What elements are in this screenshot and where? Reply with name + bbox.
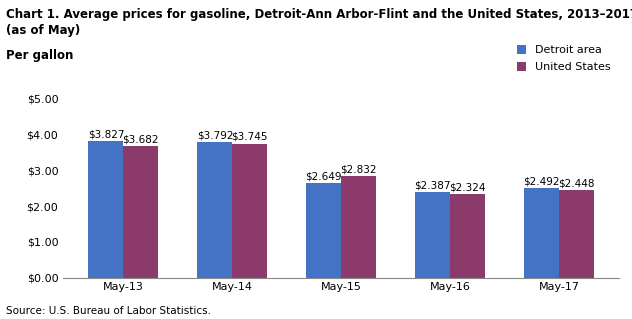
Text: Source: U.S. Bureau of Labor Statistics.: Source: U.S. Bureau of Labor Statistics. [6, 306, 211, 316]
Bar [341, 176, 376, 278]
Text: $3.792: $3.792 [197, 130, 233, 140]
Text: $2.324: $2.324 [449, 183, 486, 193]
Text: (as of May): (as of May) [6, 24, 80, 37]
Text: $2.448: $2.448 [559, 178, 595, 188]
Bar [233, 144, 267, 278]
Text: $3.745: $3.745 [231, 132, 268, 142]
Text: $2.492: $2.492 [523, 177, 560, 187]
Text: $2.649: $2.649 [306, 171, 342, 181]
Bar [197, 142, 233, 278]
Bar [525, 189, 559, 278]
Text: $3.827: $3.827 [88, 129, 124, 139]
Text: $2.387: $2.387 [415, 181, 451, 190]
Bar [88, 141, 123, 278]
Text: Chart 1. Average prices for gasoline, Detroit-Ann Arbor-Flint and the United Sta: Chart 1. Average prices for gasoline, De… [6, 8, 632, 21]
Legend: Detroit area, United States: Detroit area, United States [514, 42, 614, 76]
Bar [307, 183, 341, 278]
Text: $3.682: $3.682 [123, 134, 159, 144]
Text: Per gallon: Per gallon [6, 49, 74, 63]
Text: $2.832: $2.832 [341, 165, 377, 174]
Bar [559, 190, 594, 278]
Bar [415, 192, 450, 278]
Bar [123, 146, 158, 278]
Bar [450, 195, 485, 278]
